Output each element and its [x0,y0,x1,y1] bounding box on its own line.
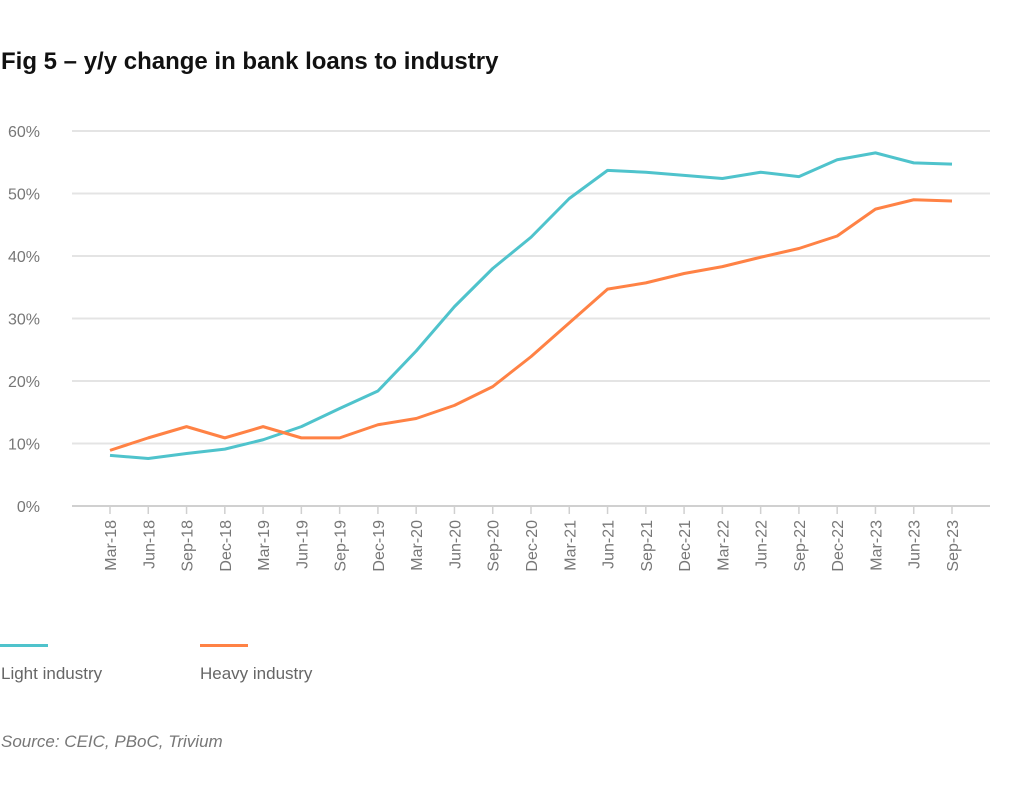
x-tick-label: Mar-22 [715,520,732,571]
y-tick-label: 0% [17,499,40,516]
x-tick-label: Mar-23 [868,520,885,571]
legend-label-light-industry: Light industry [1,664,103,683]
y-tick-label: 10% [8,437,40,454]
x-tick-label: Mar-20 [409,520,426,571]
legend-swatch-light-industry [0,644,48,647]
x-tick-label: Mar-19 [256,520,273,571]
x-tick-label: Jun-22 [754,520,771,569]
x-tick-label: Sep-23 [945,520,962,572]
y-tick-label: 60% [8,124,40,141]
x-tick-label: Sep-20 [486,520,503,572]
x-tick-label: Sep-22 [792,520,809,572]
x-tick-label: Dec-20 [524,520,541,572]
x-tick-label: Dec-18 [218,520,235,572]
y-tick-label: 30% [8,312,40,329]
series-line-light-industry [109,151,953,460]
x-tick-label: Jun-20 [447,520,464,569]
x-tick-label: Jun-19 [294,520,311,569]
x-tick-label: Jun-21 [601,520,618,569]
x-tick-label: Sep-21 [639,520,656,572]
legend-swatch-heavy-industry [200,644,248,647]
legend-label-heavy-industry: Heavy industry [200,664,313,683]
x-tick-label: Sep-18 [180,520,197,572]
x-tick-label: Dec-21 [677,520,694,572]
series-line-heavy-industry [109,198,953,452]
x-tick-label: Mar-18 [103,520,120,571]
x-tick-label: Jun-18 [141,520,158,569]
y-tick-label: 50% [8,187,40,204]
x-tick-label: Dec-19 [371,520,388,572]
x-tick-label: Sep-19 [333,520,350,572]
x-tick-label: Mar-21 [562,520,579,571]
chart-title: Fig 5 – y/y change in bank loans to indu… [1,48,499,75]
source-note: Source: CEIC, PBoC, Trivium [1,732,223,751]
y-tick-label: 40% [8,249,40,266]
x-tick-label: Dec-22 [830,520,847,572]
x-tick-label: Jun-23 [907,520,924,569]
y-tick-label: 20% [8,374,40,391]
